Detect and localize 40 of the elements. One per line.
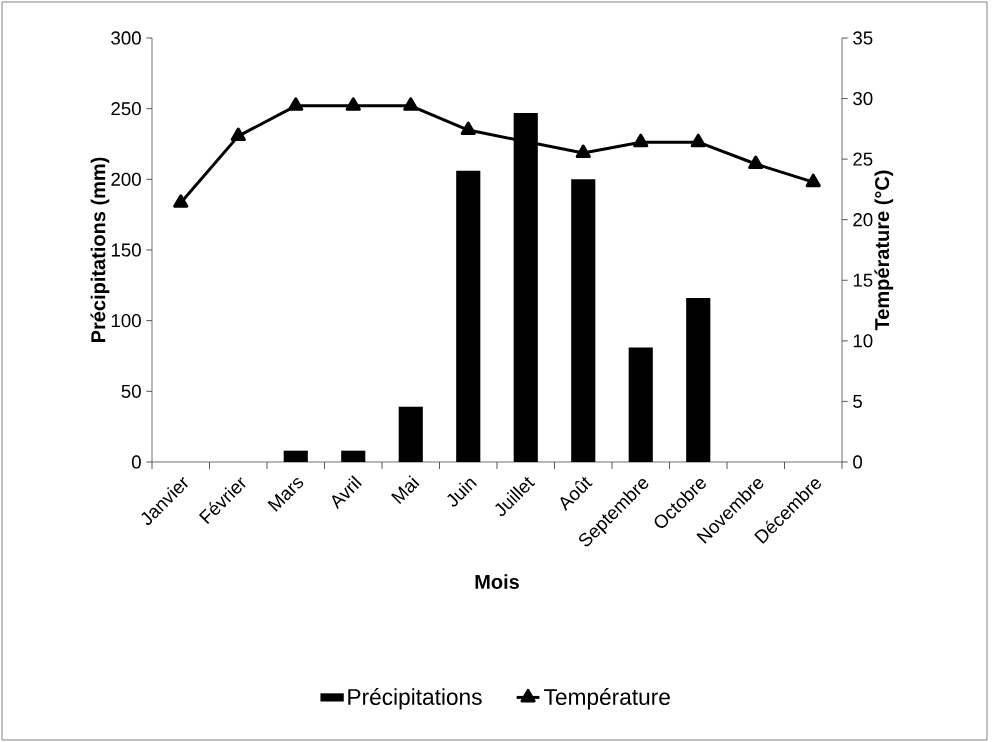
point: [403, 97, 419, 111]
point: [230, 127, 246, 142]
y2-tick-label: 15: [853, 273, 873, 287]
bar: [341, 450, 366, 462]
bar: [686, 298, 711, 462]
x-tick-label: Juin: [447, 478, 477, 507]
y-tick-label: 300: [111, 31, 141, 45]
bar: [571, 179, 596, 462]
y-axis-title: Précipitations (mm): [90, 157, 110, 342]
y-tick-label: 0: [131, 455, 141, 469]
point: [805, 173, 821, 188]
bar: [398, 406, 423, 462]
bar: [283, 450, 308, 462]
y-tick-label: 250: [111, 102, 141, 116]
bar: [456, 170, 481, 462]
legend-label: Précipitations: [348, 688, 482, 710]
x-tick-label: Mai: [391, 475, 420, 505]
point: [173, 194, 189, 208]
point: [575, 144, 591, 159]
y2-tick-label: 5: [853, 394, 862, 408]
point: [633, 133, 649, 148]
y2-tick-label: 0: [853, 455, 863, 469]
legend-label: Température: [544, 688, 670, 710]
point: [288, 97, 304, 111]
bar: [628, 347, 653, 462]
point: [345, 97, 361, 111]
y2-tick-label: 35: [853, 31, 873, 45]
x-axis-title: Mois: [475, 574, 519, 589]
point: [460, 121, 476, 136]
point: [748, 155, 764, 169]
y-tick-label: 100: [111, 314, 141, 328]
y2-tick-label: 20: [853, 213, 873, 227]
y2-tick-label: 30: [853, 91, 873, 106]
y-tick-label: 50: [121, 384, 141, 398]
point: [690, 133, 706, 148]
y-tick-label: 150: [111, 243, 141, 257]
y-tick-label: 200: [111, 172, 141, 186]
y2-tick-label: 25: [853, 152, 873, 166]
y2-axis-title: Température (°C): [874, 170, 894, 331]
y2-tick-label: 10: [853, 334, 873, 348]
